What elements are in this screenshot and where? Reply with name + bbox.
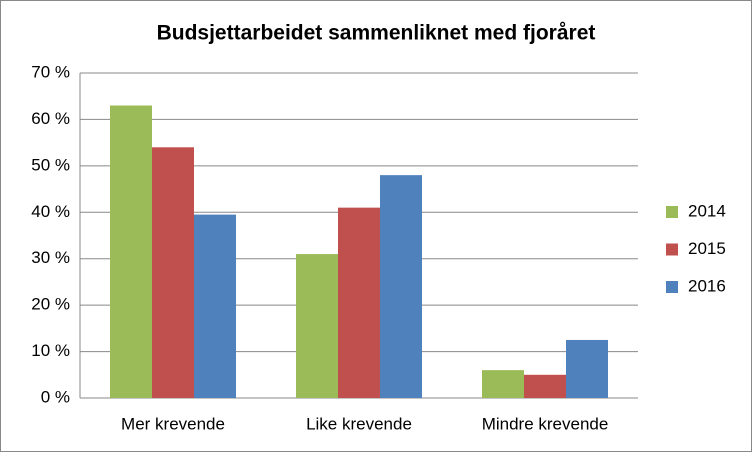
bar — [338, 207, 380, 398]
bar — [296, 254, 338, 398]
y-tick-label: 50 % — [31, 155, 70, 174]
legend-swatch — [666, 281, 678, 293]
bar — [380, 175, 422, 398]
bar — [566, 339, 608, 398]
y-tick-label: 10 % — [31, 341, 70, 360]
y-tick-label: 0 % — [41, 387, 70, 406]
legend-label: 2016 — [688, 276, 726, 295]
y-tick-label: 20 % — [31, 295, 70, 314]
y-tick-label: 70 % — [31, 62, 70, 81]
bar — [194, 214, 236, 398]
legend-label: 2015 — [688, 239, 726, 258]
y-tick-label: 60 % — [31, 109, 70, 128]
x-tick-label: Like krevende — [306, 414, 412, 433]
y-tick-label: 30 % — [31, 248, 70, 267]
legend-swatch — [666, 206, 678, 218]
x-tick-label: Mer krevende — [121, 414, 225, 433]
bar — [482, 370, 524, 398]
x-tick-label: Mindre krevende — [482, 414, 609, 433]
chart-title: Budsjettarbeidet sammenliknet med fjorår… — [157, 22, 596, 45]
legend-label: 2014 — [688, 201, 726, 220]
y-tick-label: 40 % — [31, 202, 70, 221]
legend-swatch — [666, 243, 678, 256]
bar — [110, 105, 152, 398]
bar — [152, 147, 194, 398]
bar — [524, 374, 566, 398]
